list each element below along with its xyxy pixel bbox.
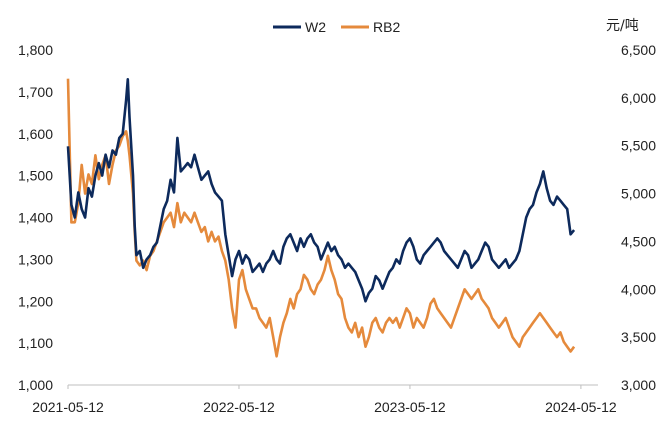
right-tick-label: 3,000 (621, 377, 656, 393)
series-layer (66, 78, 576, 358)
right-tick-label: 5,000 (621, 186, 656, 202)
left-tick-label: 1,400 (18, 210, 53, 226)
left-tick-label: 1,500 (18, 168, 53, 184)
right-tick-label: 6,500 (621, 42, 656, 58)
right-axis-unit: 元/吨 (606, 18, 639, 34)
right-tick-label: 4,000 (621, 281, 656, 297)
legend: W2 RB2 (273, 19, 400, 35)
left-tick-label: 1,000 (18, 377, 53, 393)
legend-label-rb2: RB2 (373, 19, 400, 35)
x-tick-label: 2021-05-12 (32, 399, 104, 415)
series-line-rb2 (66, 78, 576, 358)
legend-item-rb2: RB2 (341, 19, 400, 35)
right-tick-label: 6,000 (621, 90, 656, 106)
series-line-w2 (66, 78, 576, 303)
legend-label-w2: W2 (305, 19, 326, 35)
x-axis-ticks: 2021-05-12 2022-05-12 2023-05-12 2024-05-12 (32, 385, 617, 415)
left-tick-label: 1,700 (18, 84, 53, 100)
left-tick-label: 1,200 (18, 293, 53, 309)
left-tick-label: 1,600 (18, 126, 53, 142)
left-axis-ticks: 1,000 1,100 1,200 1,300 1,400 1,500 1,600 1,700… (18, 42, 53, 393)
right-tick-label: 5,500 (621, 138, 656, 154)
right-tick-label: 4,500 (621, 233, 656, 249)
left-tick-label: 1,300 (18, 251, 53, 267)
x-tick-label: 2023-05-12 (374, 399, 446, 415)
left-tick-label: 1,100 (18, 335, 53, 351)
right-tick-label: 3,500 (621, 329, 656, 345)
x-tick-label: 2022-05-12 (203, 399, 275, 415)
left-tick-label: 1,800 (18, 42, 53, 58)
right-axis-ticks: 3,000 3,500 4,000 4,500 5,000 5,500 6,000 6,500 (621, 42, 656, 393)
legend-item-w2: W2 (273, 19, 326, 35)
x-tick-label: 2024-05-12 (545, 399, 617, 415)
